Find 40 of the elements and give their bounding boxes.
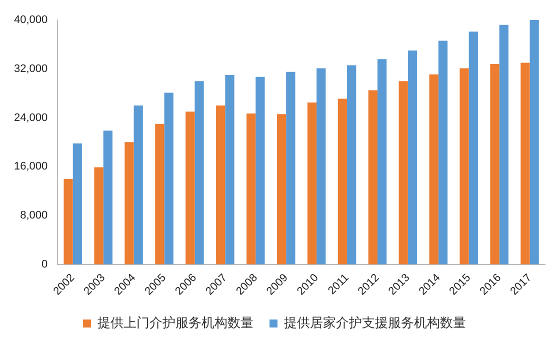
bar (124, 142, 134, 264)
bar (72, 143, 82, 264)
bar (286, 72, 296, 264)
bar (64, 178, 73, 264)
bar (490, 64, 500, 264)
bar (276, 114, 286, 264)
bar (338, 98, 348, 264)
y-tick-label: 16,000 (14, 160, 48, 173)
bar (194, 81, 204, 264)
bar (134, 106, 143, 264)
bar (316, 68, 326, 264)
bar (94, 167, 104, 264)
legend-label: 提供上门介护服务机构数量 (98, 314, 254, 331)
y-tick-label: 8,000 (20, 210, 48, 222)
y-tick-label: 0 (42, 258, 48, 270)
bar (155, 124, 164, 264)
y-tick-label: 24,000 (14, 112, 48, 124)
bar (398, 81, 408, 264)
bar (377, 59, 387, 264)
bar (438, 40, 448, 264)
bar (256, 76, 265, 264)
bar (408, 50, 418, 264)
bar (164, 92, 174, 264)
bar (468, 32, 478, 264)
bar (307, 102, 317, 264)
bar (429, 74, 438, 264)
y-tick-label: 32,000 (14, 62, 48, 75)
bar (347, 65, 356, 264)
legend-label: 提供居家介护支援服务机构数量 (284, 314, 466, 331)
bar (216, 106, 226, 264)
bar (368, 90, 378, 264)
bar (225, 74, 234, 264)
bar (246, 113, 256, 264)
bar (520, 62, 530, 264)
bar (499, 24, 508, 264)
bar (186, 112, 195, 264)
bar (103, 130, 112, 264)
y-tick-label: 40,000 (14, 14, 48, 26)
bar (530, 20, 539, 264)
bar (460, 68, 469, 264)
